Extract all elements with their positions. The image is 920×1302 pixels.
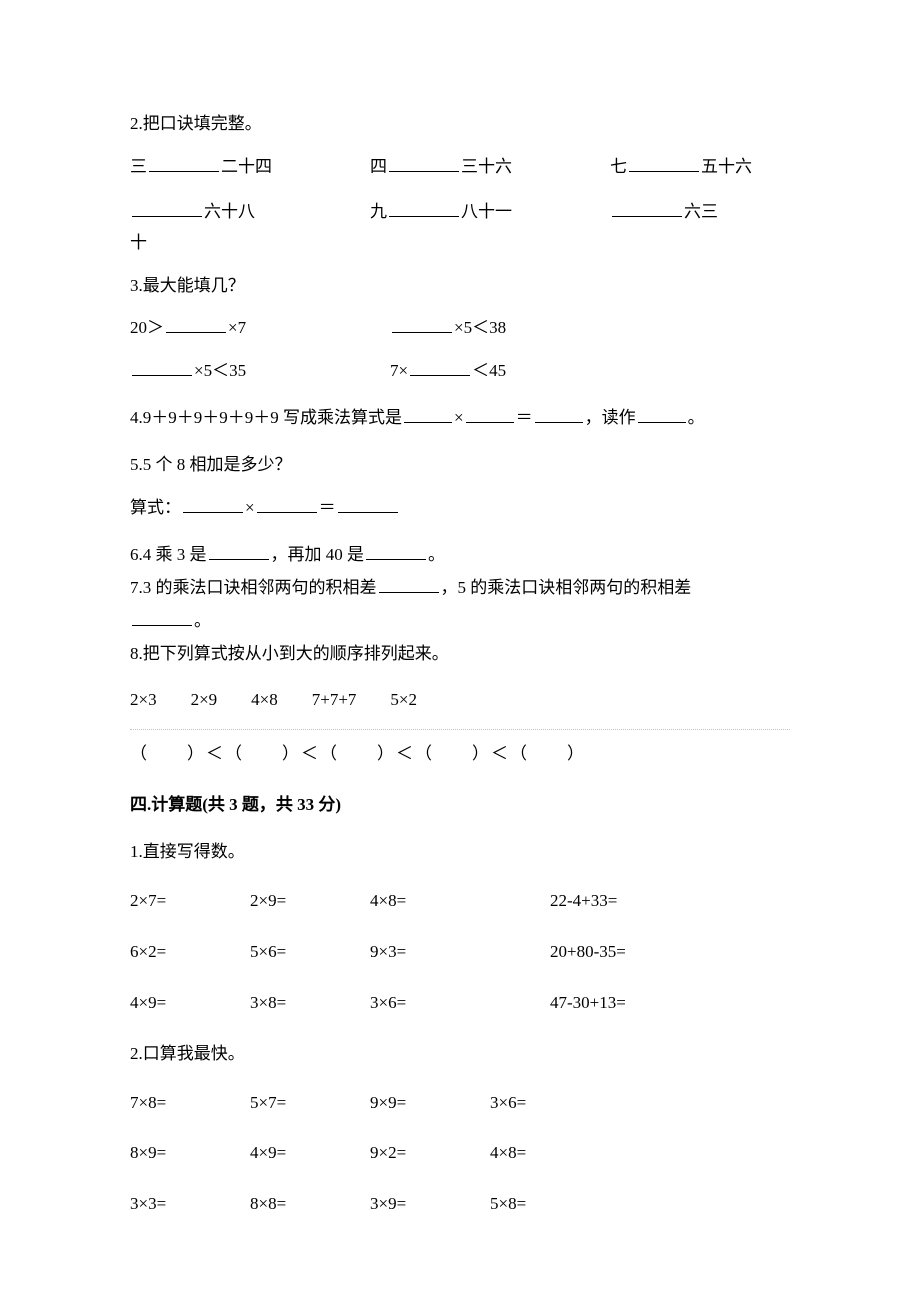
calc-cell: 3×8=: [250, 989, 370, 1018]
calc-cell: 47-30+13=: [550, 989, 670, 1018]
q4-end: 。: [688, 408, 705, 427]
q2-r2b-pre: 九: [370, 202, 387, 221]
q8-parens: （ ）＜（ ）＜（ ）＜（ ）＜（ ）: [130, 740, 790, 769]
calc1-title: 1.直接写得数。: [130, 838, 790, 867]
calc-cell: 5×8=: [490, 1190, 610, 1219]
q3-row2: ×5＜35 7× ＜45: [130, 357, 790, 386]
q6-pre: 6.4 乘 3 是: [130, 545, 207, 564]
dotted-separator: [130, 729, 790, 730]
q4-pre: 4.9＋9＋9＋9＋9＋9 写成乘法算式是: [130, 408, 402, 427]
q2-r1b-post: 三十六: [461, 157, 512, 176]
q5-expr: 算式： × ＝: [130, 494, 790, 523]
calc-cell: 6×2=: [130, 938, 250, 967]
q2-r1a-post: 二十四: [221, 157, 272, 176]
q2-row2: 六十八 九 八十一 六三: [130, 198, 790, 227]
q2-r1b-pre: 四: [370, 157, 387, 176]
blank: [379, 576, 439, 593]
q2-r2c-post: 六三: [684, 202, 718, 221]
calc-cell: 2×9=: [250, 887, 370, 916]
q7b: 。: [130, 607, 790, 636]
q3-row1: 20＞ ×7 ×5＜38: [130, 314, 790, 343]
q3a-post: ×7: [228, 318, 246, 337]
q4-mid3: ，读作: [585, 408, 636, 427]
calc-cell: 4×9=: [130, 989, 250, 1018]
q3d-post: ＜45: [472, 361, 506, 380]
q2-r1c-post: 五十六: [701, 157, 752, 176]
q5-label: 算式：: [130, 498, 181, 517]
q3b-post: ×5＜38: [454, 318, 506, 337]
q6: 6.4 乘 3 是 ，再加 40 是 。: [130, 541, 790, 570]
q5-op1: ×: [245, 498, 255, 517]
q6-mid: ，再加 40 是: [271, 545, 365, 564]
section4-header: 四.计算题(共 3 题，共 33 分): [130, 791, 790, 820]
blank: [338, 496, 398, 513]
q4-mid1: ×: [454, 408, 464, 427]
blank: [392, 316, 452, 333]
blank: [132, 609, 192, 626]
blank: [404, 406, 452, 423]
q2-r2a-post: 六十八: [204, 202, 255, 221]
calc-cell: 5×6=: [250, 938, 370, 967]
calc-cell: 7×8=: [130, 1089, 250, 1118]
q7-pre: 7.3 的乘法口诀相邻两句的积相差: [130, 578, 377, 597]
q3a-pre: 20＞: [130, 318, 164, 337]
blank: [638, 406, 686, 423]
calc-cell: 9×9=: [370, 1089, 490, 1118]
q7-mid: ，5 的乘法口诀相邻两句的积相差: [441, 578, 692, 597]
calc-cell: 3×6=: [370, 989, 550, 1018]
q2-row1: 三 二十四 四 三十六 七 五十六: [130, 153, 790, 182]
q6-end: 。: [428, 545, 445, 564]
blank: [410, 359, 470, 376]
blank: [535, 406, 583, 423]
calc-cell: 9×3=: [370, 938, 550, 967]
calc-cell: 8×9=: [130, 1139, 250, 1168]
blank: [132, 359, 192, 376]
calc-cell: 3×9=: [370, 1190, 490, 1219]
blank: [183, 496, 243, 513]
calc-cell: 8×8=: [250, 1190, 370, 1219]
calc-cell: 9×2=: [370, 1139, 490, 1168]
blank: [149, 155, 219, 172]
q3-title: 3.最大能填几？: [130, 272, 790, 301]
calc-cell: 20+80-35=: [550, 938, 670, 967]
q5-title: 5.5 个 8 相加是多少？: [130, 451, 790, 480]
calc-cell: 3×6=: [490, 1089, 610, 1118]
q2-r1a-pre: 三: [130, 157, 147, 176]
q7: 7.3 的乘法口诀相邻两句的积相差 ，5 的乘法口诀相邻两句的积相差: [130, 574, 790, 603]
calc1-rows: 2×7= 2×9= 4×8= 22-4+33= 6×2= 5×6= 9×3= 2…: [130, 887, 790, 1018]
blank: [166, 316, 226, 333]
calc-cell: 4×8=: [490, 1139, 610, 1168]
calc-cell: 4×8=: [370, 887, 550, 916]
blank: [209, 543, 269, 560]
blank: [132, 200, 202, 217]
q3d-pre: 7×: [390, 361, 408, 380]
q4-mid2: ＝: [516, 408, 533, 427]
q5-op2: ＝: [319, 498, 336, 517]
q2-r1c-pre: 七: [610, 157, 627, 176]
q3c-post: ×5＜35: [194, 361, 246, 380]
q2-r2c-post2: 十: [130, 229, 790, 258]
calc-cell: 4×9=: [250, 1139, 370, 1168]
q7-end: 。: [194, 611, 211, 630]
q8-title: 8.把下列算式按从小到大的顺序排列起来。: [130, 640, 790, 669]
blank: [257, 496, 317, 513]
q2-title: 2.把口诀填完整。: [130, 110, 790, 139]
calc2-title: 2.口算我最快。: [130, 1040, 790, 1069]
calc-cell: 5×7=: [250, 1089, 370, 1118]
calc-cell: 22-4+33=: [550, 887, 670, 916]
blank: [629, 155, 699, 172]
q8-exprs: 2×3 2×9 4×8 7+7+7 5×2: [130, 686, 790, 715]
blank: [389, 200, 459, 217]
calc-cell: 2×7=: [130, 887, 250, 916]
q4: 4.9＋9＋9＋9＋9＋9 写成乘法算式是 × ＝ ，读作 。: [130, 404, 790, 433]
blank: [612, 200, 682, 217]
blank: [389, 155, 459, 172]
calc-cell: 3×3=: [130, 1190, 250, 1219]
calc2-rows: 7×8= 5×7= 9×9= 3×6= 8×9= 4×9= 9×2= 4×8= …: [130, 1089, 790, 1220]
blank: [366, 543, 426, 560]
q2-r2b-post: 八十一: [461, 202, 512, 221]
blank: [466, 406, 514, 423]
